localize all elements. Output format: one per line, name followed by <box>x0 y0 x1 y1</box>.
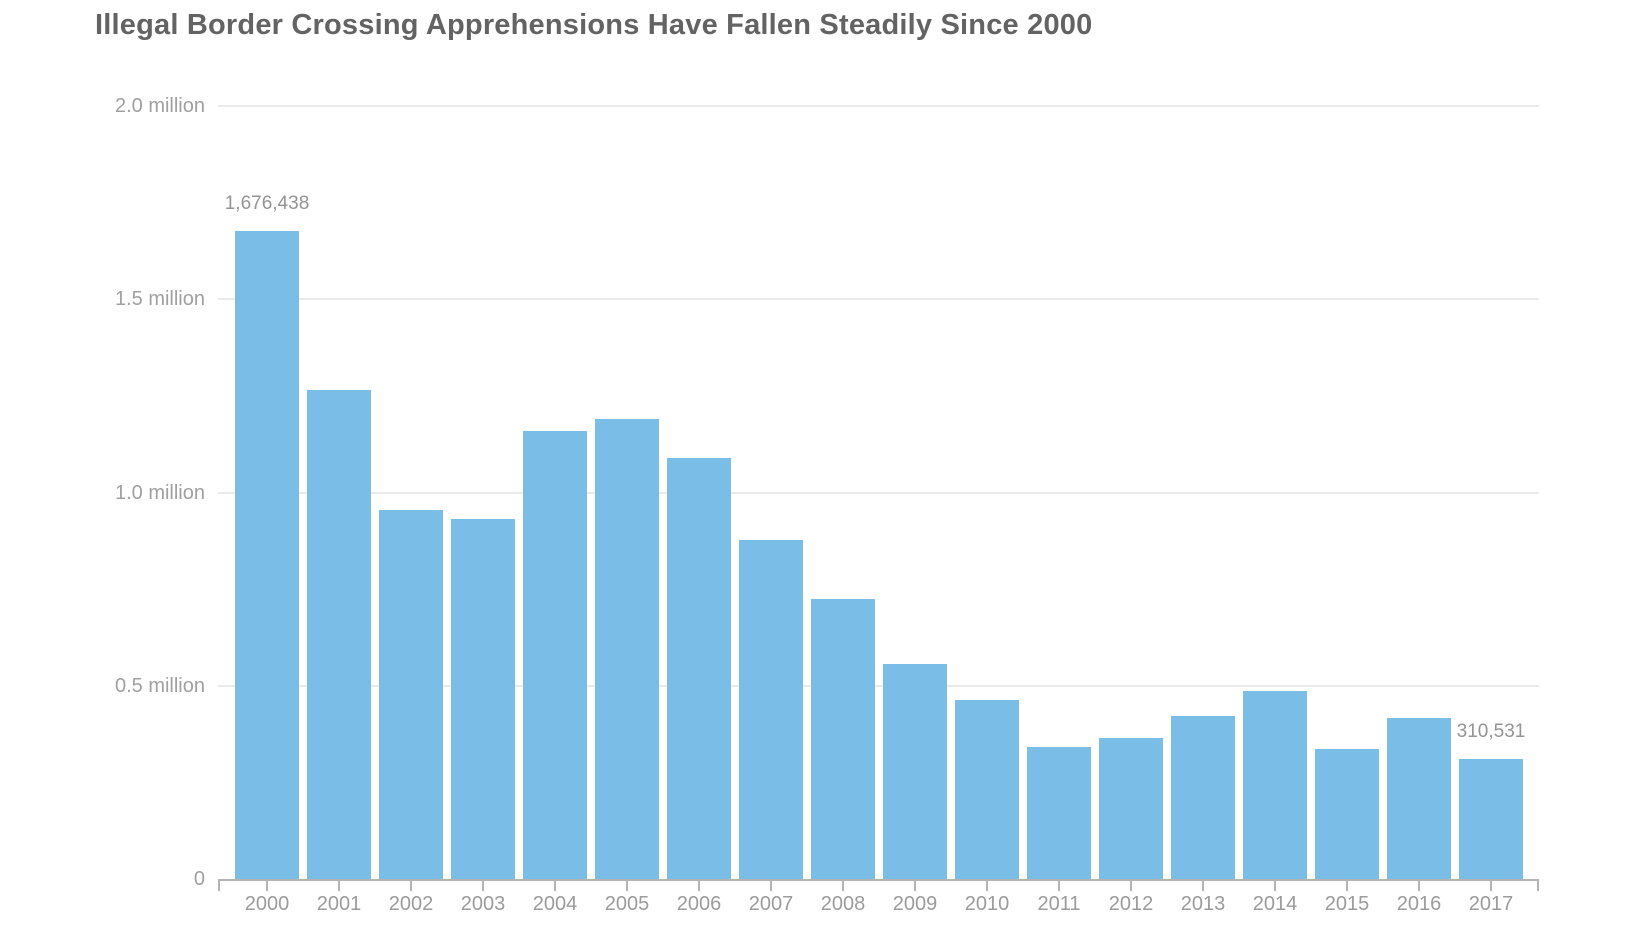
x-axis-label-2009: 2009 <box>892 893 938 915</box>
value-label-2000: 1,676,438 <box>224 193 310 214</box>
gridline-2.0-million <box>218 105 1539 107</box>
gridline-1.5-million <box>218 298 1539 301</box>
x-axis-label-2015: 2015 <box>1324 893 1370 915</box>
x-axis-tick <box>218 879 220 891</box>
x-axis-tick <box>1346 879 1348 891</box>
x-axis-label-2000: 2000 <box>244 893 290 915</box>
x-axis-tick <box>842 879 844 891</box>
bar-2000 <box>235 231 299 879</box>
bar-2011 <box>1027 747 1091 879</box>
x-axis-tick <box>338 879 340 891</box>
bar-2003 <box>451 519 515 879</box>
chart-title: Illegal Border Crossing Apprehensions Ha… <box>95 9 1093 41</box>
x-axis-label-2008: 2008 <box>820 893 866 915</box>
x-axis-tick <box>1130 879 1132 891</box>
bar-2013 <box>1171 716 1235 879</box>
bar-2005 <box>595 419 659 879</box>
bar-2007 <box>739 540 803 879</box>
gridline-0.5-million <box>218 684 1539 687</box>
value-label-2017: 310,531 <box>1456 721 1526 742</box>
bar-2014 <box>1243 691 1307 879</box>
x-axis-tick <box>1490 879 1492 891</box>
x-axis-tick <box>410 879 412 891</box>
x-axis-line <box>218 879 1539 881</box>
bar-2006 <box>667 458 731 879</box>
gridline-1.0-million <box>218 491 1539 494</box>
y-axis-label: 1.5 million <box>114 288 205 311</box>
y-axis-label: 1.0 million <box>114 481 205 504</box>
x-axis-label-2016: 2016 <box>1396 893 1442 915</box>
x-axis-label-2005: 2005 <box>604 893 650 915</box>
bar-2004 <box>523 431 587 879</box>
bar-2015 <box>1315 749 1379 879</box>
x-axis-label-2010: 2010 <box>964 893 1010 915</box>
bar-2016 <box>1387 718 1451 879</box>
x-axis-label-2002: 2002 <box>388 893 434 915</box>
bar-2001 <box>307 390 371 879</box>
x-axis-tick <box>554 879 556 891</box>
x-axis-tick <box>1418 879 1420 891</box>
x-axis-label-2006: 2006 <box>676 893 722 915</box>
bar-2012 <box>1099 738 1163 879</box>
bar-2002 <box>379 510 443 879</box>
x-axis-tick <box>266 879 268 891</box>
x-axis-label-2013: 2013 <box>1180 893 1226 915</box>
x-axis-tick <box>698 879 700 891</box>
x-axis-label-2012: 2012 <box>1108 893 1154 915</box>
bar-2009 <box>883 664 947 879</box>
x-axis-label-2011: 2011 <box>1037 893 1081 915</box>
x-axis-tick <box>770 879 772 891</box>
x-axis-tick <box>986 879 988 891</box>
x-axis-tick <box>482 879 484 891</box>
x-axis-label-2017: 2017 <box>1468 893 1514 915</box>
x-axis-tick <box>1202 879 1204 891</box>
bar-2017 <box>1459 759 1523 879</box>
bar-2010 <box>955 700 1019 879</box>
x-axis-tick <box>1537 879 1539 891</box>
x-axis-tick <box>914 879 916 891</box>
y-axis-label: 2.0 million <box>114 95 205 117</box>
x-axis-label-2001: 2001 <box>316 893 362 915</box>
x-axis-label-2014: 2014 <box>1252 893 1298 915</box>
bar-2008 <box>811 599 875 879</box>
x-axis-tick <box>626 879 628 891</box>
x-axis-tick <box>1058 879 1060 891</box>
x-axis-label-2003: 2003 <box>460 893 506 915</box>
x-axis-label-2007: 2007 <box>748 893 794 915</box>
x-axis-tick <box>1274 879 1276 891</box>
x-axis-label-2004: 2004 <box>532 893 578 915</box>
y-axis-label: 0.5 million <box>114 674 205 697</box>
plot-area <box>218 105 1539 891</box>
y-axis-label: 0 <box>193 868 205 890</box>
